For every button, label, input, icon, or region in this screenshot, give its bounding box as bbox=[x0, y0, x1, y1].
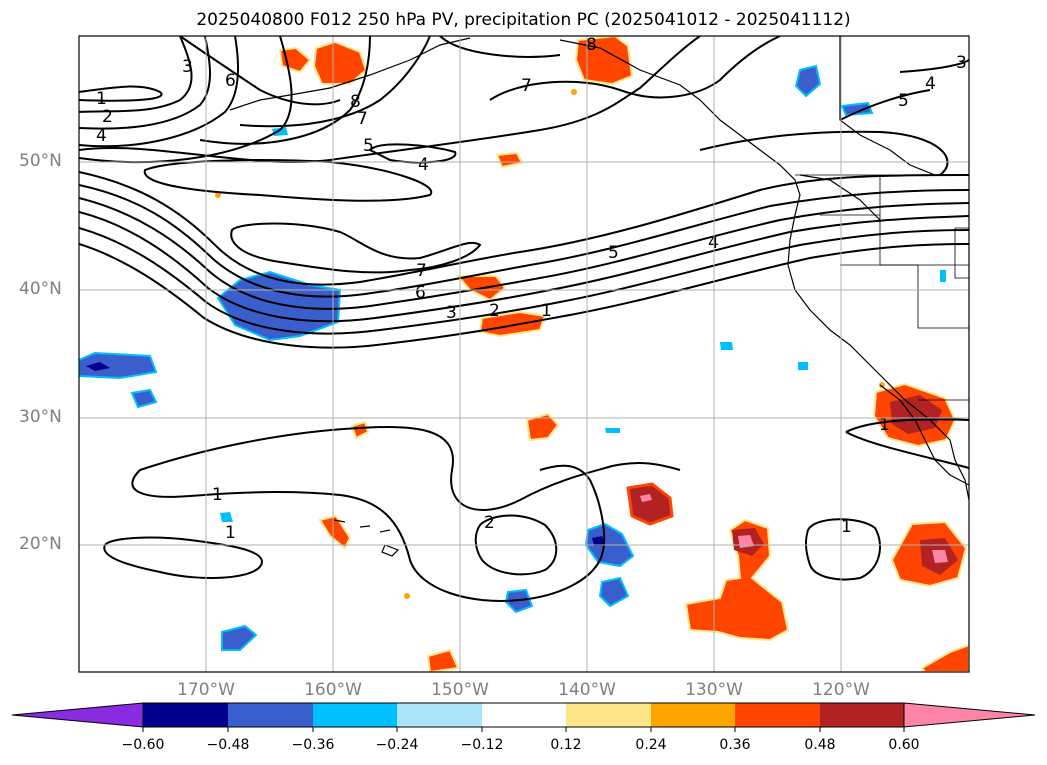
contour-label: 4 bbox=[925, 74, 936, 94]
contour-label: 1 bbox=[541, 301, 552, 321]
contour-label: 3 bbox=[446, 303, 457, 323]
colorbar-tick-label: 0.48 bbox=[804, 737, 836, 753]
colorbar-segment bbox=[313, 703, 397, 727]
pos-region-18n-129w bbox=[684, 518, 790, 642]
pos-region-56n-158w bbox=[312, 40, 368, 85]
lon-label: 120°W bbox=[812, 680, 870, 700]
contour-label: 1 bbox=[96, 89, 107, 109]
contour-labels: 1 2 4 3 6 8 7 5 4 7 8 4 5 3 7 6 3 2 1 5 … bbox=[96, 35, 967, 543]
colorbar-tick-label: 0.24 bbox=[635, 737, 667, 753]
lon-label: 170°W bbox=[177, 680, 235, 700]
contour-label: 7 bbox=[416, 261, 427, 281]
colorbar-tick-label: −0.60 bbox=[121, 737, 165, 753]
colorbar bbox=[11, 702, 1036, 732]
colorbar-tick-label: 0.12 bbox=[550, 737, 582, 753]
contour-label: 5 bbox=[363, 136, 374, 156]
contour-label: 2 bbox=[484, 513, 495, 533]
colorbar-tick-label: −0.12 bbox=[460, 737, 504, 753]
colorbar-segment bbox=[397, 703, 482, 727]
contour-label: 1 bbox=[212, 485, 223, 505]
colorbar-tick-label: 0.36 bbox=[719, 737, 751, 753]
contour-label: 3 bbox=[182, 57, 193, 77]
contour-label: 4 bbox=[708, 233, 719, 253]
chart-title: 2025040800 F012 250 hPa PV, precipitatio… bbox=[196, 10, 851, 30]
neg-region-35n-177w bbox=[79, 351, 158, 380]
lat-label: 20°N bbox=[19, 534, 62, 554]
contour-label: 7 bbox=[357, 109, 368, 129]
colorbar-tick-label: 0.60 bbox=[888, 737, 920, 753]
contour-label: 2 bbox=[489, 301, 500, 321]
contour-label: 4 bbox=[96, 126, 107, 146]
lat-label: 30°N bbox=[19, 407, 62, 427]
contour-label: 8 bbox=[586, 35, 597, 55]
contour-label: 2 bbox=[102, 107, 113, 127]
contour-label: 7 bbox=[521, 76, 532, 96]
colorbar-segment bbox=[651, 703, 735, 727]
colorbar-tick-label: −0.48 bbox=[206, 737, 250, 753]
contour-label: 4 bbox=[418, 155, 429, 175]
lat-label: 40°N bbox=[19, 279, 62, 299]
colorbar-extend-low bbox=[11, 702, 144, 728]
plot-area bbox=[79, 36, 969, 672]
pos-region-37n-145w bbox=[478, 310, 547, 338]
colorbar-segment bbox=[566, 703, 651, 727]
contour-label: 8 bbox=[350, 92, 361, 112]
colorbar-segment bbox=[482, 703, 566, 727]
pos-region-23n-136w bbox=[626, 482, 674, 526]
colorbar-tick-label: −0.24 bbox=[375, 737, 419, 753]
contour-label: 3 bbox=[956, 53, 967, 73]
pos-region-57n-138w bbox=[574, 36, 634, 86]
lon-label: 130°W bbox=[685, 680, 743, 700]
contour-label: 5 bbox=[898, 91, 909, 111]
contour-label: 5 bbox=[608, 243, 619, 263]
colorbar-segment bbox=[228, 703, 313, 727]
lon-label: 140°W bbox=[558, 680, 616, 700]
colorbar-segment bbox=[820, 703, 904, 727]
colorbar-segment bbox=[143, 703, 228, 727]
colorbar-tick-label: −0.36 bbox=[291, 737, 335, 753]
lon-label: 150°W bbox=[431, 680, 489, 700]
lat-label: 50°N bbox=[19, 151, 62, 171]
contour-label: 1 bbox=[879, 415, 890, 435]
gridlines bbox=[79, 36, 969, 672]
contour-label: 6 bbox=[415, 283, 426, 303]
contour-label: 6 bbox=[225, 71, 236, 91]
contour-label: 1 bbox=[841, 517, 852, 537]
colorbar-extend-high bbox=[903, 702, 1036, 728]
lon-label: 160°W bbox=[304, 680, 362, 700]
colorbar-segment bbox=[735, 703, 820, 727]
plot-frame bbox=[78, 35, 970, 673]
contour-label: 1 bbox=[225, 523, 236, 543]
